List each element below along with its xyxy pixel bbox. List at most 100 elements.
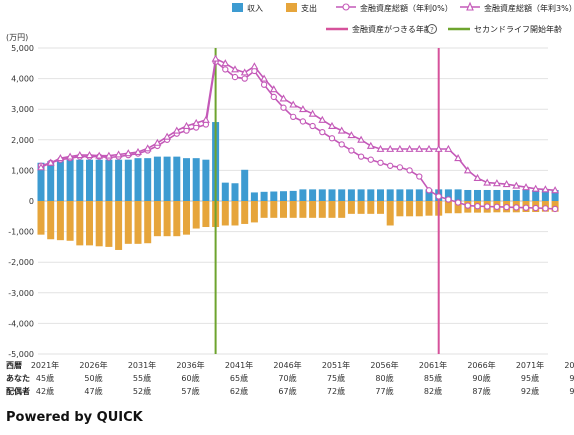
asset-point-3pct (85, 150, 94, 159)
asset-point-3pct (124, 149, 133, 157)
income-bar (541, 189, 549, 201)
income-bar (192, 158, 200, 201)
expense-bar (153, 201, 161, 237)
asset-point-3pct (376, 144, 385, 152)
income-bar (357, 189, 365, 201)
asset-point-3pct (298, 105, 307, 113)
expense-bar (396, 201, 404, 217)
spouse-age-tick-label: 42歳 (36, 386, 54, 396)
expense-bar (202, 201, 210, 228)
asset-point-3pct (531, 184, 540, 192)
y-tick-label: -1,000 (8, 228, 34, 237)
legend-expense-swatch (286, 3, 297, 12)
expense-bar (86, 201, 93, 246)
asset-point-0pct (231, 73, 239, 81)
asset-point-3pct (75, 150, 84, 159)
year-tick-label: 2071年 (516, 360, 544, 370)
income-bar (76, 159, 84, 201)
income-bar (474, 189, 481, 201)
income-bar (396, 189, 404, 201)
y-tick-label: -4,000 (8, 319, 34, 328)
asset-point-0pct (522, 204, 530, 211)
income-bar (163, 156, 171, 201)
expense-bar (134, 201, 142, 244)
income-bar (328, 189, 336, 201)
income-bar (309, 189, 317, 201)
expense-bar (250, 201, 258, 223)
expense-bar (47, 201, 55, 240)
your-age-tick-label: 55歳 (133, 373, 151, 383)
income-bar (318, 189, 326, 201)
income-bar (512, 189, 520, 201)
asset-point-3pct (66, 152, 75, 160)
legend-depletion-label: 金融資産がつきる年齢 (352, 24, 432, 34)
expense-bar (241, 201, 249, 224)
asset-point-3pct (425, 144, 433, 152)
expense-bar (192, 201, 200, 229)
expense-bar (221, 201, 229, 226)
y-tick-label: 5,000 (11, 44, 34, 53)
year-tick-label: 2075年 (564, 360, 574, 370)
asset-point-3pct (240, 68, 249, 76)
asset-point-0pct (348, 147, 355, 154)
asset-point-3pct (357, 135, 366, 143)
expense-bar (425, 201, 433, 216)
expense-bar (163, 201, 171, 237)
asset-point-0pct (309, 122, 316, 130)
expense-bar (299, 201, 307, 218)
spouse-age-tick-label: 62歳 (230, 386, 248, 396)
income-bar (464, 189, 472, 201)
asset-point-3pct (201, 115, 210, 123)
income-bar (115, 159, 123, 201)
income-bar (37, 162, 45, 201)
powered-by-quick: Powered by QUICK (6, 410, 143, 425)
asset-point-3pct (104, 151, 113, 159)
expense-bar (338, 201, 346, 218)
asset-point-3pct (260, 74, 269, 82)
expense-bar (386, 201, 394, 226)
your-age-tick-label: 99歳 (569, 373, 574, 383)
y-tick-label: 3,000 (11, 105, 34, 114)
spouse-age-tick-label: 47歳 (84, 386, 102, 396)
asset-point-3pct (192, 118, 201, 126)
spouse-age-tick-label: 72歳 (327, 386, 345, 396)
asset-point-3pct (405, 144, 414, 152)
income-bar (444, 189, 452, 201)
year-tick-label: 2031年 (128, 360, 156, 370)
asset-point-0pct (435, 193, 442, 200)
income-bar (347, 189, 355, 201)
spouse-age-row-label: 配偶者 (6, 386, 30, 396)
asset-point-3pct (337, 126, 346, 134)
expense-bar (444, 201, 452, 214)
asset-point-0pct (532, 204, 539, 212)
expense-bar (124, 201, 132, 244)
asset-point-0pct (260, 81, 268, 88)
asset-point-3pct (492, 179, 501, 187)
expense-bar (76, 201, 84, 246)
income-bar (173, 156, 181, 201)
asset-point-3pct (308, 109, 317, 117)
asset-point-0pct (454, 199, 462, 206)
y-tick-label: -5,000 (8, 350, 34, 359)
your-age-tick-label: 80歳 (375, 373, 393, 383)
your-age-tick-label: 60歳 (181, 373, 199, 383)
asset-point-3pct (512, 181, 521, 189)
asset-point-3pct (347, 131, 356, 139)
expense-bar (280, 201, 287, 218)
asset-point-3pct (366, 141, 375, 149)
asset-point-0pct (299, 118, 307, 125)
asset-point-3pct (56, 154, 65, 162)
year-tick-label: 2046年 (273, 360, 301, 370)
asset-point-0pct (222, 66, 229, 73)
y-tick-label: 4,000 (11, 75, 34, 84)
income-bar (231, 183, 239, 201)
asset-point-3pct (463, 166, 472, 174)
income-bar (503, 189, 511, 201)
spouse-age-tick-label: 87歳 (472, 386, 490, 396)
legend-line3-label: 金融資産総額（年利3%） (484, 3, 574, 13)
asset-point-0pct (464, 202, 471, 209)
income-bar (377, 189, 384, 201)
asset-point-0pct (377, 159, 384, 166)
y-tick-label: 1,000 (11, 166, 34, 175)
legend-line3-marker (466, 1, 474, 11)
